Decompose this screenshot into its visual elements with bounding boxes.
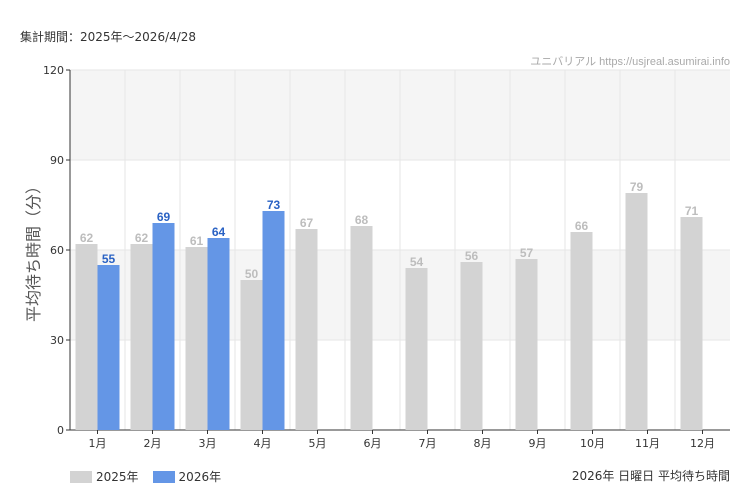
x-tick-label: 6月 bbox=[364, 437, 382, 450]
legend-swatch-2026 bbox=[152, 470, 175, 483]
data-label: 73 bbox=[267, 198, 281, 212]
legend-label-2025: 2025年 bbox=[96, 470, 139, 484]
data-label: 66 bbox=[575, 219, 589, 233]
bar-2025年-4月 bbox=[240, 280, 263, 430]
bar-2025年-5月 bbox=[295, 229, 318, 430]
data-label: 64 bbox=[212, 225, 226, 239]
bar-2025年-7月 bbox=[405, 268, 428, 430]
legend-swatch-2025 bbox=[70, 470, 92, 483]
data-label: 61 bbox=[190, 234, 204, 248]
bar-2025年-12月 bbox=[680, 217, 703, 430]
data-label: 67 bbox=[300, 216, 314, 230]
legend-item-2025[interactable]: 2025年 bbox=[70, 468, 139, 485]
bar-2026年-1月 bbox=[97, 265, 120, 430]
data-label: 54 bbox=[410, 255, 424, 269]
legend-label-2026: 2026年 bbox=[178, 470, 222, 484]
data-label: 79 bbox=[630, 180, 644, 194]
bar-2025年-1月 bbox=[75, 244, 98, 430]
bar-2026年-2月 bbox=[152, 223, 175, 430]
data-label: 57 bbox=[520, 246, 534, 260]
y-tick-label: 90 bbox=[50, 154, 64, 167]
data-label: 55 bbox=[102, 252, 116, 266]
x-tick-label: 5月 bbox=[309, 437, 327, 450]
bar-2026年-3月 bbox=[207, 238, 230, 430]
x-tick-label: 11月 bbox=[635, 437, 660, 450]
data-label: 68 bbox=[355, 213, 369, 227]
bar-2025年-10月 bbox=[570, 232, 593, 430]
data-label: 50 bbox=[245, 267, 259, 281]
x-tick-label: 3月 bbox=[199, 437, 217, 450]
legend-item-2026[interactable]: 2026年 bbox=[152, 468, 222, 485]
site-credit: ユニバリアル https://usjreal.asumirai.info bbox=[530, 56, 730, 68]
bar-2025年-3月 bbox=[185, 247, 208, 430]
x-tick-label: 4月 bbox=[254, 437, 272, 450]
y-tick-label: 30 bbox=[50, 334, 64, 347]
bar-2026年-4月 bbox=[262, 211, 285, 430]
bar-2025年-6月 bbox=[350, 226, 373, 430]
data-label: 69 bbox=[157, 210, 171, 224]
x-tick-label: 1月 bbox=[89, 437, 107, 450]
data-label: 62 bbox=[80, 231, 94, 245]
x-tick-label: 8月 bbox=[474, 437, 492, 450]
y-tick-label: 0 bbox=[57, 424, 64, 437]
x-tick-label: 9月 bbox=[529, 437, 547, 450]
bar-2025年-8月 bbox=[460, 262, 483, 430]
data-label: 56 bbox=[465, 249, 479, 263]
aggregation-period: 集計期間：2025年～2026/4/28 bbox=[20, 30, 197, 44]
bar-2025年-2月 bbox=[130, 244, 153, 430]
bar-2025年-11月 bbox=[625, 193, 648, 430]
x-tick-label: 10月 bbox=[580, 437, 605, 450]
x-tick-label: 12月 bbox=[690, 437, 715, 450]
x-tick-label: 7月 bbox=[419, 437, 437, 450]
chart-footer-title: 2026年 日曜日 平均待ち時間 bbox=[571, 469, 730, 483]
data-label: 71 bbox=[685, 204, 699, 218]
y-tick-label: 60 bbox=[50, 244, 64, 257]
y-tick-label: 120 bbox=[43, 64, 64, 77]
data-label: 62 bbox=[135, 231, 149, 245]
bar-2025年-9月 bbox=[515, 259, 538, 430]
x-tick-label: 2月 bbox=[144, 437, 162, 450]
legend: 2025年 2026年 bbox=[70, 468, 221, 485]
